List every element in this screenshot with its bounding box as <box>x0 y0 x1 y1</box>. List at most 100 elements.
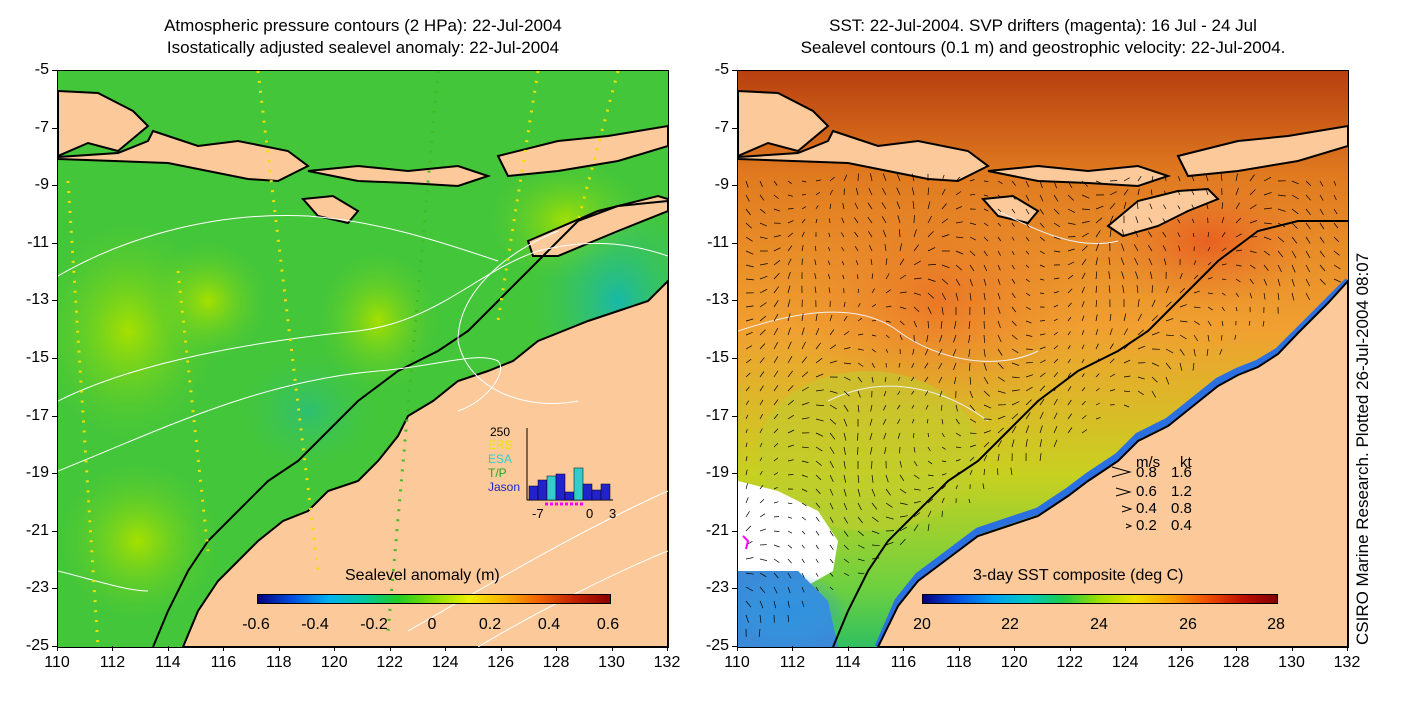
left-colorbar <box>257 594 611 604</box>
right-x-tick-label: 112 <box>779 654 806 671</box>
left-x-tick-label: 114 <box>155 654 181 671</box>
right-y-tick-label: -21 <box>705 521 729 539</box>
left-x-tick-mark <box>112 646 114 651</box>
velocity-legend-header-ms: m/s <box>1136 454 1161 471</box>
right-x-tick-label: 116 <box>890 654 917 671</box>
left-y-tick-label: -7 <box>34 118 49 136</box>
left-cb-tick-neg04: -0.4 <box>301 616 329 633</box>
right-y-tick-label: -17 <box>705 406 729 424</box>
left-x-tick-label: 122 <box>376 654 404 671</box>
left-sunda-islands <box>307 164 492 188</box>
left-x-tick-mark <box>500 646 502 651</box>
right-cb-tick-24: 24 <box>1090 616 1108 633</box>
right-x-tick-label: 120 <box>1000 654 1028 671</box>
velocity-arrows <box>745 173 1342 637</box>
left-x-tick-mark <box>278 646 280 651</box>
left-x-tick-mark <box>611 646 613 651</box>
left-y-tick-mark <box>52 70 57 71</box>
left-y-tick-mark <box>52 127 57 129</box>
left-cb-tick-06: 0.6 <box>596 616 620 633</box>
right-bali-lombok-land <box>738 129 990 183</box>
right-colorbar-label: 3-day SST composite (deg C) <box>973 567 1184 584</box>
left-australia-land <box>181 279 668 647</box>
left-x-tick-label: 130 <box>598 654 625 671</box>
right-cb-tick-20: 20 <box>913 616 931 633</box>
right-x-tick-label: 118 <box>946 654 972 671</box>
left-y-tick-mark <box>52 300 57 302</box>
left-map-graphic <box>58 71 668 647</box>
right-y-tick-label: -13 <box>705 291 729 309</box>
left-x-tick-label: 116 <box>210 654 237 671</box>
right-y-tick-mark <box>732 127 737 129</box>
left-y-tick-label: -13 <box>25 291 49 309</box>
left-x-tick-label: 120 <box>320 654 348 671</box>
velocity-legend-arrow-04 <box>1121 505 1133 513</box>
right-x-tick-label: 132 <box>1333 654 1361 671</box>
left-x-tick-label: 110 <box>44 654 70 671</box>
left-y-tick-mark <box>52 530 57 532</box>
right-colorbar <box>922 594 1278 604</box>
left-x-tick-mark <box>223 646 225 651</box>
right-x-tick-label: 110 <box>724 654 750 671</box>
right-sumba-land <box>980 194 1040 225</box>
left-cb-tick-04: 0.4 <box>537 616 561 633</box>
right-java-land <box>738 89 830 158</box>
right-y-tick-label: -11 <box>707 233 729 251</box>
right-y-tick-label: -7 <box>714 118 729 136</box>
left-cb-tick-0: 0 <box>427 616 437 633</box>
right-x-tick-label: 124 <box>1111 654 1139 671</box>
velocity-legend-kt-04: 0.4 <box>1171 517 1192 534</box>
right-y-tick-mark <box>732 415 737 417</box>
left-y-tick-mark <box>52 185 57 187</box>
inset-xtick-neg7: -7 <box>532 506 544 521</box>
right-y-tick-label: -9 <box>714 176 729 194</box>
right-y-tick-mark <box>732 473 737 475</box>
right-y-tick-label: -5 <box>714 61 729 78</box>
inset-xtick-3: 3 <box>609 506 617 521</box>
left-title-line1: Atmospheric pressure contours (2 HPa): 2… <box>164 16 562 35</box>
left-y-tick-label: -17 <box>25 406 49 424</box>
left-cb-tick-02: 0.2 <box>478 616 502 633</box>
right-y-tick-label: -19 <box>705 464 729 482</box>
left-y-tick-label: -25 <box>25 637 49 654</box>
right-x-tick-mark <box>847 646 849 651</box>
right-x-tick-mark <box>1180 646 1182 651</box>
right-cb-tick-22: 22 <box>1001 616 1019 633</box>
right-cb-tick-26: 26 <box>1179 616 1197 633</box>
left-y-tick-mark <box>52 242 57 244</box>
velocity-legend-kt-08: 0.8 <box>1171 500 1192 517</box>
left-x-tick-mark <box>389 646 391 651</box>
left-x-tick-mark <box>57 646 58 651</box>
left-y-tick-label: -21 <box>25 521 49 539</box>
right-australia-land <box>876 279 1348 647</box>
left-y-tick-mark <box>52 415 57 417</box>
inset-series-ers: ERS <box>488 438 513 452</box>
right-x-tick-mark <box>1125 646 1127 651</box>
inset-ymax: 250 <box>490 425 511 439</box>
right-x-tick-label: 130 <box>1278 654 1305 671</box>
right-x-tick-label: 114 <box>835 654 861 671</box>
right-timor-land <box>1106 187 1220 238</box>
right-y-tick-label: -23 <box>705 579 729 597</box>
left-y-tick-label: -15 <box>25 349 49 366</box>
right-x-tick-mark <box>1014 646 1016 651</box>
right-x-tick-mark <box>1291 646 1293 651</box>
velocity-legend-arrow-06 <box>1115 487 1132 497</box>
right-y-tick-mark <box>732 646 737 647</box>
left-x-tick-label: 124 <box>431 654 459 671</box>
right-x-tick-mark <box>903 646 905 651</box>
left-java-land <box>58 89 150 158</box>
left-y-tick-label: -23 <box>25 579 49 597</box>
right-y-tick-mark <box>732 358 737 359</box>
left-y-tick-mark <box>52 473 57 475</box>
right-x-tick-label: 128 <box>1222 654 1250 671</box>
inset-xtick-0: 0 <box>586 506 594 521</box>
left-map-panel <box>57 70 669 648</box>
left-y-tick-label: -9 <box>34 176 49 194</box>
velocity-legend-ms-02: 0.2 <box>1136 517 1157 534</box>
right-title-line2: Sealevel contours (0.1 m) and geostrophi… <box>800 38 1286 57</box>
right-sunda-islands <box>987 164 1172 188</box>
right-x-tick-mark <box>1069 646 1071 651</box>
left-x-tick-mark <box>334 646 336 651</box>
velocity-legend-arrow-08 <box>1111 466 1132 478</box>
